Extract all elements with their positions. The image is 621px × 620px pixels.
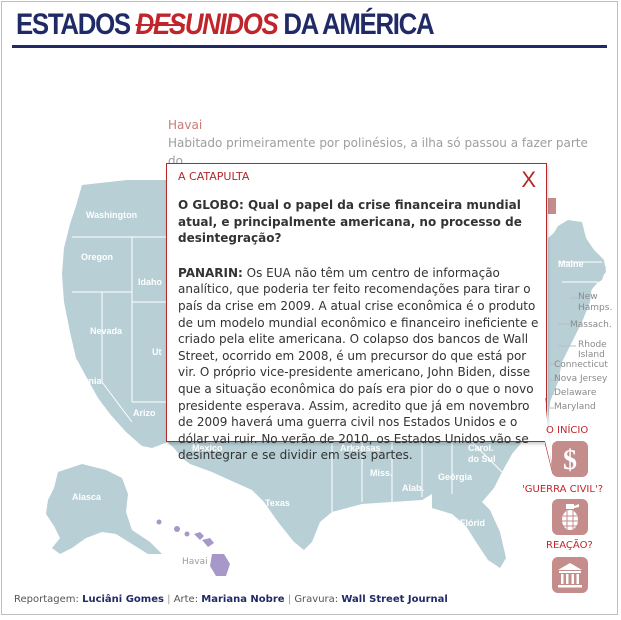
ne-label-hamps: Hamps. — [578, 303, 613, 313]
dollar-icon: $ — [563, 445, 577, 474]
state-label-oregon: Oregon — [81, 252, 114, 262]
capitol-building-icon — [558, 563, 582, 588]
map-alaska — [46, 464, 162, 554]
state-label-alaska: Alasca — [72, 492, 102, 502]
footer-separator: | — [167, 594, 171, 605]
state-label-arizona: Arizo — [133, 408, 156, 418]
svg-text:$: $ — [563, 445, 577, 474]
map-borders — [72, 236, 602, 512]
nav-reacao-button[interactable] — [552, 557, 588, 593]
popup-question: O GLOBO: Qual o papel da crise financeir… — [178, 198, 522, 246]
title-part-unidos: UNIDOS — [184, 8, 279, 41]
interview-popup: A CATAPULTA X O GLOBO: Qual o papel da c… — [166, 163, 547, 462]
state-label-utah: Ut — [152, 347, 162, 357]
nav-label-reacao[interactable]: REAÇÃO? — [546, 540, 593, 551]
state-label-carolina-line1: Carol. — [468, 443, 494, 453]
popup-tail — [545, 398, 554, 475]
ne-label-nova-jersey: Nova Jersey — [554, 374, 608, 384]
grenade-icon — [562, 504, 579, 530]
state-label-arkansas: Arkansas — [340, 443, 381, 453]
map-mainland-west — [62, 180, 606, 562]
state-label-california: California — [60, 376, 102, 386]
state-label-hawaii: Havai — [182, 557, 208, 567]
state-label-mississippi: Miss. — [370, 468, 393, 478]
state-label-georgia: Geórgia — [438, 472, 473, 482]
ne-label-rhode: Rhode — [578, 340, 607, 350]
page-title: ESTADOS DESUNIDOS DA AMÉRICA — [16, 8, 435, 42]
nav-label-inicio[interactable]: O INÍCIO — [546, 425, 589, 436]
popup-body: O GLOBO: Qual o papel da crise financeir… — [178, 197, 540, 464]
state-label-florida: Flórid — [460, 518, 485, 528]
state-label-washington: Washington — [86, 210, 138, 220]
title-part-estados: ESTADOS — [16, 8, 136, 41]
ne-label-new: New — [578, 292, 598, 302]
ne-label-delaware: Delaware — [554, 388, 597, 398]
map-northeast — [548, 224, 606, 306]
footer-arte-label: Arte: — [173, 594, 199, 605]
footer-separator: | — [287, 594, 292, 605]
nav-inicio-button[interactable]: $ — [552, 441, 588, 477]
header-rule — [12, 45, 607, 48]
northeast-leader-lines — [550, 297, 578, 409]
region-heading: Havai — [168, 118, 203, 132]
popup-answer-speaker: PANARIN: — [178, 265, 243, 280]
state-label-idaho: Idaho — [138, 277, 162, 287]
header: ESTADOS DESUNIDOS DA AMÉRICA — [2, 2, 617, 48]
footer-credits: Reportagem: Luciâni Gomes | Arte: Marian… — [14, 594, 448, 605]
region-marker — [548, 198, 556, 214]
close-button[interactable]: X — [521, 167, 536, 192]
footer-gravura-link[interactable]: Wall Street Journal — [341, 594, 448, 605]
state-label-alabama: Alab. — [402, 483, 425, 493]
nav-label-guerra[interactable]: 'GUERRA CIVIL'? — [522, 484, 603, 495]
state-label-carolina-line2: do Sul — [468, 454, 496, 464]
popup-answer-text: Os EUA não têm um centro de informação a… — [178, 265, 539, 463]
state-label-maine: Maine — [558, 259, 584, 269]
footer-reportagem-link[interactable]: Luciâni Gomes — [82, 594, 164, 605]
ne-label-island: Island — [578, 350, 605, 360]
footer-reportagem-label: Reportagem: — [14, 594, 79, 605]
title-part-des: DES — [135, 8, 186, 41]
state-label-mexico: Mexico — [192, 443, 223, 453]
ne-label-massach: Massach. — [570, 320, 612, 330]
state-label-texas: Texas — [265, 498, 290, 508]
map-florida — [432, 492, 506, 568]
popup-title: A CATAPULTA — [178, 170, 250, 183]
state-label-nevada: Nevada — [90, 326, 123, 336]
footer-arte-link[interactable]: Mariana Nobre — [201, 594, 285, 605]
ne-label-connecticut: Connecticut — [554, 360, 608, 370]
state-label-carolina: Carol. do Sul — [468, 443, 496, 465]
footer-gravura-label: Gravura: — [294, 594, 339, 605]
nav-guerra-button[interactable] — [552, 499, 588, 535]
ne-label-maryland: Maryland — [554, 402, 596, 412]
title-part-america: DA AMÉRICA — [277, 8, 434, 41]
popup-answer: PANARIN: Os EUA não têm um centro de inf… — [178, 265, 540, 464]
map-hawaii — [156, 519, 230, 576]
